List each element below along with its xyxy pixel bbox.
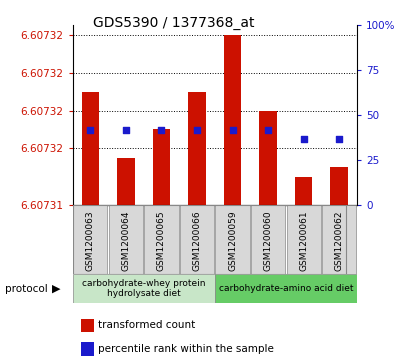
Text: GSM1200066: GSM1200066 bbox=[193, 211, 202, 271]
Text: GSM1200061: GSM1200061 bbox=[299, 211, 308, 271]
Point bbox=[300, 136, 307, 142]
Bar bbox=[330, 167, 348, 205]
FancyBboxPatch shape bbox=[215, 205, 249, 274]
Text: GDS5390 / 1377368_at: GDS5390 / 1377368_at bbox=[93, 16, 255, 30]
FancyBboxPatch shape bbox=[109, 205, 143, 274]
Bar bbox=[188, 91, 206, 205]
Text: GSM1200064: GSM1200064 bbox=[122, 211, 130, 271]
FancyBboxPatch shape bbox=[144, 205, 178, 274]
Text: GSM1200063: GSM1200063 bbox=[86, 211, 95, 271]
Point bbox=[265, 127, 271, 132]
Bar bbox=[224, 35, 242, 205]
FancyBboxPatch shape bbox=[73, 274, 215, 303]
Text: GSM1200065: GSM1200065 bbox=[157, 211, 166, 271]
Bar bbox=[117, 158, 135, 205]
Bar bbox=[81, 91, 99, 205]
FancyBboxPatch shape bbox=[286, 205, 321, 274]
Text: carbohydrate-whey protein
hydrolysate diet: carbohydrate-whey protein hydrolysate di… bbox=[82, 279, 205, 298]
Bar bbox=[153, 130, 170, 205]
Text: GSM1200059: GSM1200059 bbox=[228, 211, 237, 271]
Point bbox=[194, 127, 200, 132]
FancyBboxPatch shape bbox=[322, 205, 356, 274]
Text: carbohydrate-amino acid diet: carbohydrate-amino acid diet bbox=[219, 284, 353, 293]
FancyBboxPatch shape bbox=[73, 205, 107, 274]
Text: transformed count: transformed count bbox=[98, 320, 195, 330]
Text: ▶: ▶ bbox=[52, 284, 61, 294]
Point bbox=[158, 127, 165, 132]
Point bbox=[87, 127, 94, 132]
Text: GSM1200060: GSM1200060 bbox=[264, 211, 273, 271]
Text: percentile rank within the sample: percentile rank within the sample bbox=[98, 344, 274, 354]
Bar bbox=[81, 319, 94, 332]
Point bbox=[336, 136, 342, 142]
Bar bbox=[259, 110, 277, 205]
FancyBboxPatch shape bbox=[215, 274, 357, 303]
FancyBboxPatch shape bbox=[180, 205, 214, 274]
Bar bbox=[295, 177, 312, 205]
Text: GSM1200062: GSM1200062 bbox=[334, 211, 344, 271]
Point bbox=[229, 127, 236, 132]
Point bbox=[122, 127, 129, 132]
Text: protocol: protocol bbox=[5, 284, 48, 294]
Bar bbox=[81, 342, 94, 355]
FancyBboxPatch shape bbox=[251, 205, 285, 274]
